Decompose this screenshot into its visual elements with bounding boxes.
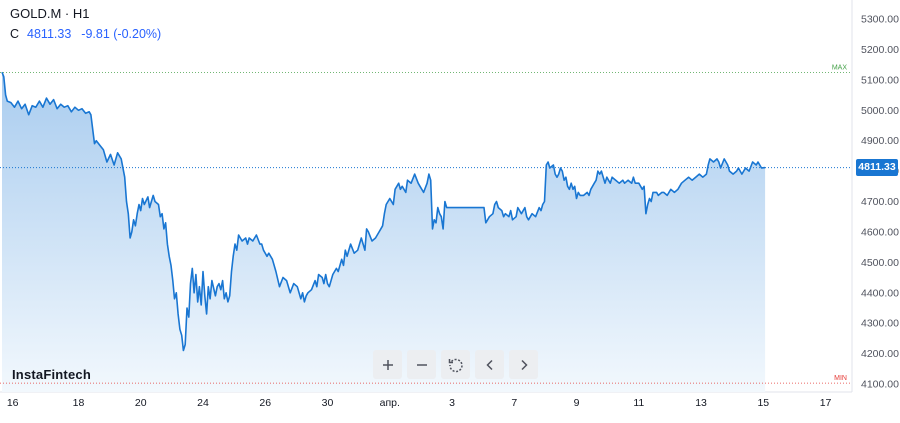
x-tick-label: 18 [73, 397, 85, 409]
x-tick-label: 30 [322, 397, 334, 409]
min-label: MIN [834, 375, 847, 382]
x-tick-label: 16 [7, 397, 19, 409]
price-quote: C 4811.33 -9.81 (-0.20%) [10, 27, 161, 41]
x-tick-label: 26 [259, 397, 271, 409]
price-change: -9.81 (-0.20%) [81, 27, 162, 41]
x-tick-label: 7 [511, 397, 517, 409]
chevron-right-icon [520, 359, 528, 370]
close-value: 4811.33 [27, 27, 72, 41]
x-tick-label: апр. [380, 397, 400, 409]
scroll-left-button[interactable] [475, 350, 504, 379]
x-tick-label: 3 [449, 397, 455, 409]
y-tick-label: 5300.00 [861, 14, 899, 26]
current-price-tag: 4811.33 [856, 159, 898, 176]
plus-icon [382, 359, 393, 370]
y-tick-label: 4300.00 [861, 318, 899, 330]
max-label: MAX [832, 65, 848, 72]
y-tick-label: 5000.00 [861, 105, 899, 117]
chart-controls [373, 350, 538, 379]
price-area-fill [2, 72, 766, 392]
x-tick-label: 9 [574, 397, 580, 409]
y-tick-label: 4500.00 [861, 257, 899, 269]
chevron-left-icon [485, 359, 493, 370]
y-tick-label: 4900.00 [861, 135, 899, 147]
zoom-in-button[interactable] [373, 350, 402, 379]
price-line [1, 71, 766, 352]
close-label: C [10, 27, 20, 41]
x-tick-label: 13 [695, 397, 707, 409]
symbol-title: GOLD.M · H1 [10, 6, 90, 21]
y-tick-label: 4600.00 [861, 226, 899, 238]
y-tick-label: 4700.00 [861, 196, 899, 208]
reset-icon [448, 358, 463, 372]
brand-logo: InstaFintech [12, 367, 91, 382]
x-tick-label: 20 [135, 397, 147, 409]
y-tick-label: 5100.00 [861, 74, 899, 86]
x-tick-label: 24 [197, 397, 209, 409]
y-tick-label: 4200.00 [861, 348, 899, 360]
minus-icon [416, 363, 427, 366]
x-tick-label: 17 [820, 397, 832, 409]
x-tick-label: 11 [633, 397, 644, 409]
y-tick-label: 4100.00 [861, 379, 899, 391]
reset-button[interactable] [441, 350, 470, 379]
y-tick-label: 4400.00 [861, 287, 899, 299]
y-tick-label: 5200.00 [861, 44, 899, 56]
scroll-right-button[interactable] [509, 350, 538, 379]
x-tick-label: 15 [757, 397, 769, 409]
zoom-out-button[interactable] [407, 350, 436, 379]
